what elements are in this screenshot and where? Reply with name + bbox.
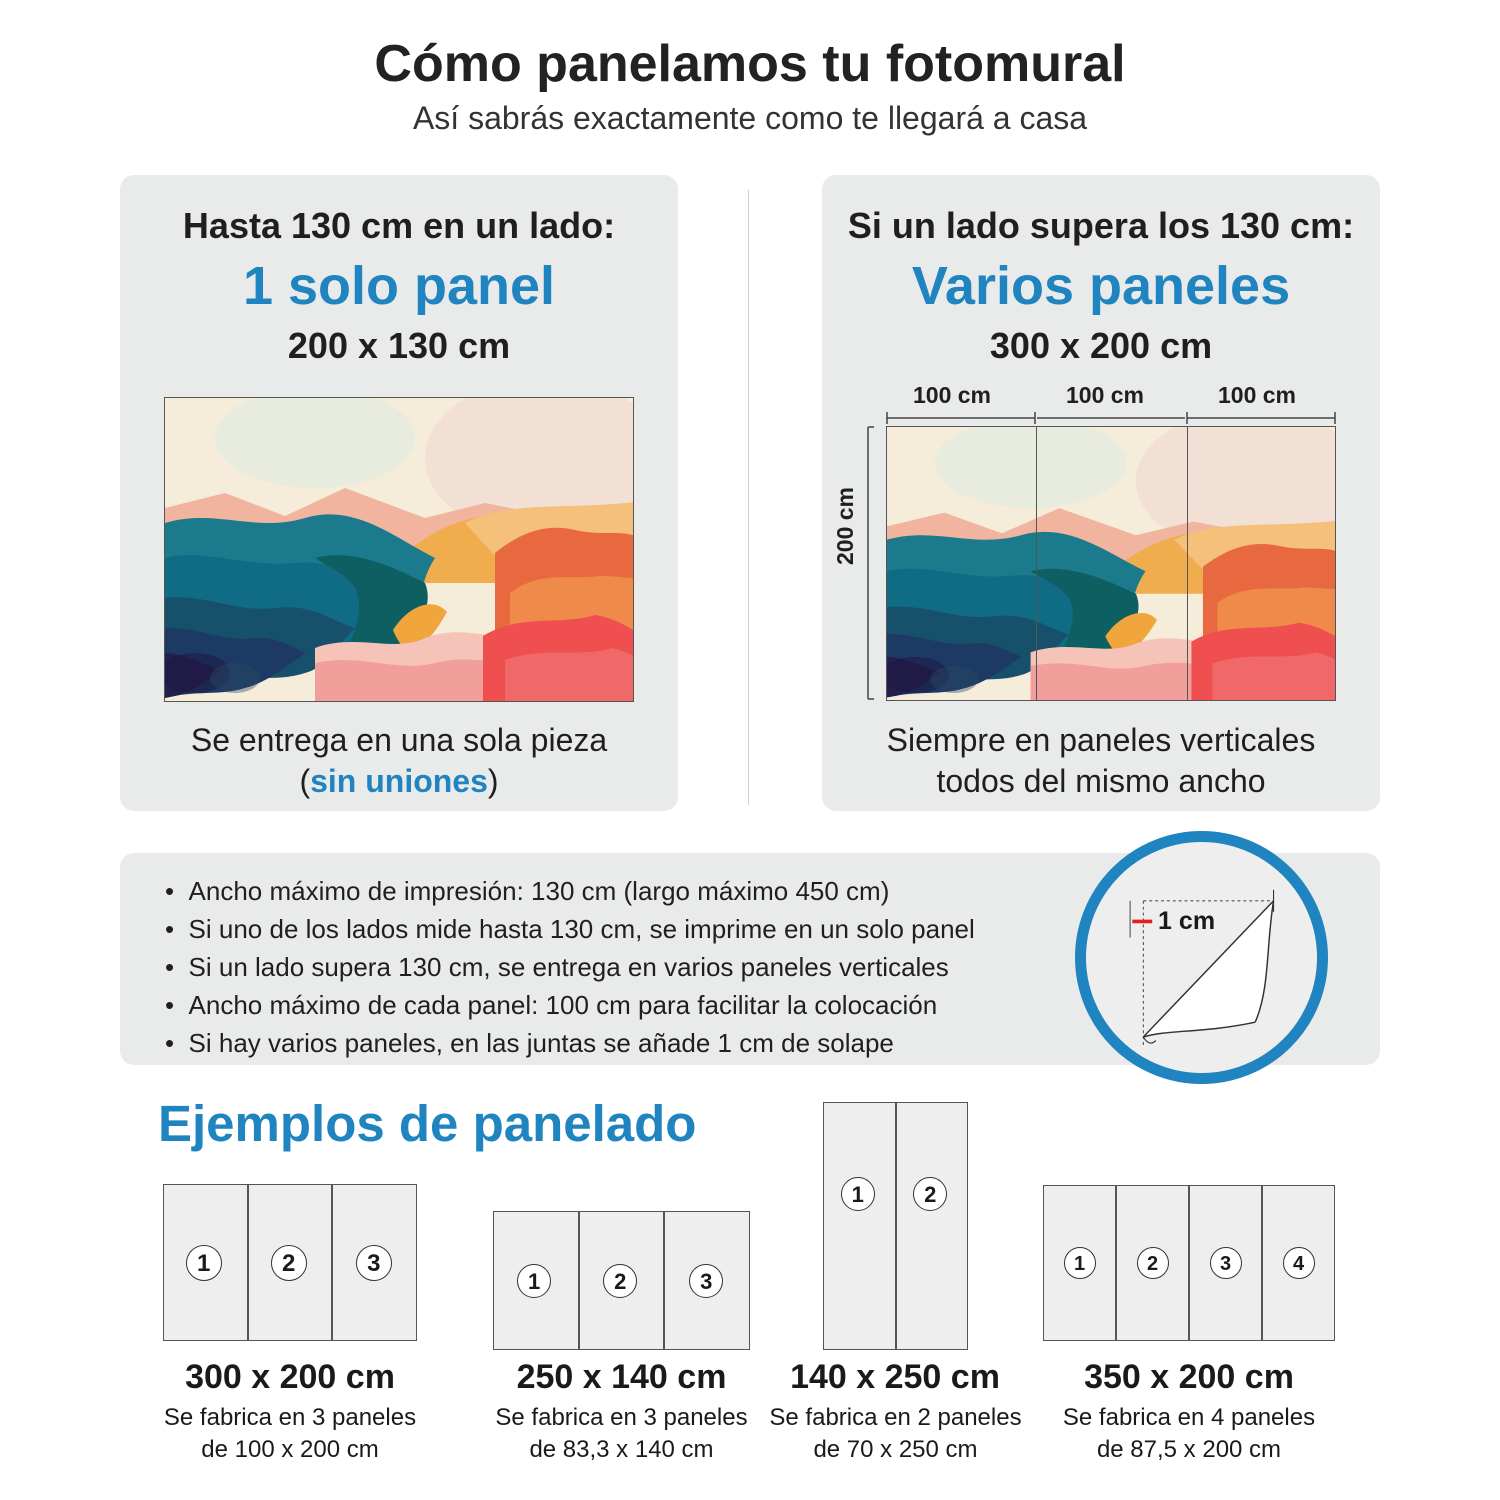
svg-text:1 cm: 1 cm bbox=[1158, 907, 1215, 935]
